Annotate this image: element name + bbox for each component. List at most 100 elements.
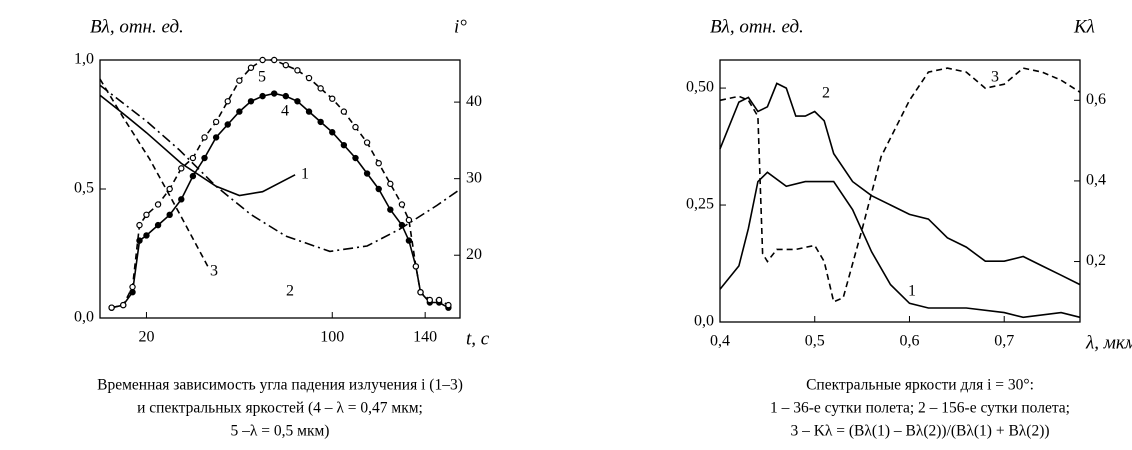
caption-line: Спектральные яркости для i = 30°: (806, 377, 1034, 394)
series-marker (340, 108, 348, 115)
series-marker (398, 201, 406, 208)
series-marker (201, 134, 208, 141)
y-tick-label: 0,5 (74, 180, 94, 197)
series-marker (426, 296, 434, 304)
x-tick-label: 0,5 (805, 333, 825, 350)
series-marker (412, 263, 420, 270)
y2-axis-label: i° (454, 16, 467, 37)
series-marker (435, 296, 443, 304)
series-marker (247, 64, 255, 71)
series-marker (405, 237, 413, 244)
series-marker (224, 121, 231, 128)
series-line (99, 94, 296, 197)
series-marker (212, 118, 220, 126)
x-tick-label: 0,7 (994, 333, 1014, 350)
series-marker (136, 221, 143, 229)
series-marker (329, 129, 336, 136)
y-tick-label: 1,0 (74, 51, 94, 68)
y2-tick-label: 30 (466, 169, 482, 186)
series-line (719, 171, 1081, 319)
x-tick-label: 20 (138, 329, 154, 346)
caption-line: и спектральных яркостей (4 – λ = 0,47 мк… (137, 400, 423, 417)
series-label: 1 (908, 283, 916, 300)
series-marker (143, 211, 150, 218)
y2-tick-label: 40 (466, 93, 482, 110)
series-line (719, 82, 1081, 286)
series-marker (417, 289, 424, 296)
y2-tick-label: 20 (466, 246, 482, 263)
series-marker (398, 221, 406, 229)
series-marker (329, 95, 336, 102)
y-axis-label: Bλ, отн. ед. (710, 16, 804, 37)
series-marker (387, 180, 394, 188)
series-marker (387, 206, 394, 213)
series-marker (405, 216, 413, 224)
series-marker (375, 185, 382, 193)
caption-line: 3 – Kλ = (Bλ(1) – Bλ(2))/(Bλ(1) + Bλ(2)) (790, 423, 1049, 440)
caption-line: 5 –λ = 0,5 мкм) (231, 423, 330, 440)
series-marker (363, 170, 371, 177)
y-tick-label: 0,25 (686, 196, 714, 213)
series-marker (236, 108, 243, 115)
series-marker (317, 118, 324, 126)
series-marker (282, 92, 290, 100)
series-marker (317, 85, 324, 92)
series-marker (178, 165, 185, 172)
x-axis-label: t, c (466, 328, 490, 349)
x-tick-label: 100 (320, 329, 344, 346)
series-marker (189, 172, 197, 180)
series-marker (224, 98, 231, 105)
series-marker (201, 154, 208, 162)
series-marker (282, 61, 290, 69)
series-line (111, 92, 449, 309)
series-marker (129, 289, 136, 296)
x-tick-label: 0,6 (899, 333, 919, 350)
x-axis-label: λ, мкм (1085, 332, 1132, 353)
caption-line: 1 – 36-е сутки полета; 2 – 156-е сутки п… (770, 400, 1070, 417)
series-marker (212, 134, 220, 141)
series-marker (270, 90, 278, 97)
series-marker (445, 301, 452, 309)
series-marker (166, 185, 173, 193)
plot-frame (719, 59, 1081, 323)
series-marker (178, 196, 185, 203)
x-tick-label: 0,4 (710, 333, 730, 350)
series-marker (352, 123, 359, 131)
y2-axis-label: Kλ (1073, 16, 1095, 37)
series-marker (294, 67, 301, 74)
series-line (719, 67, 1081, 303)
series-marker (375, 159, 382, 167)
plot-frame (99, 59, 461, 319)
series-line (111, 59, 449, 309)
series-marker (340, 141, 348, 149)
series-label: 1 (301, 166, 309, 183)
series-label: 2 (286, 283, 294, 300)
series-line (99, 84, 461, 253)
series-marker (166, 211, 173, 218)
series-label: 5 (258, 69, 266, 86)
series-label: 3 (991, 69, 999, 86)
y2-tick-label: 0,2 (1086, 252, 1106, 269)
series-marker (259, 92, 266, 100)
series-marker (259, 56, 266, 64)
series-marker (305, 74, 313, 82)
y-tick-label: 0,50 (686, 79, 714, 96)
series-marker (143, 232, 150, 239)
series-marker (108, 304, 115, 311)
series-marker (294, 98, 301, 105)
series-label: 2 (822, 85, 830, 102)
caption-line: Временная зависимость угла падения излуч… (97, 377, 463, 394)
series-label: 3 (210, 263, 218, 280)
y-axis-label: Bλ, отн. ед. (90, 16, 184, 37)
series-marker (363, 139, 371, 146)
series-marker (189, 154, 197, 162)
y-tick-label: 0,0 (694, 313, 714, 330)
series-marker (129, 283, 136, 291)
x-tick-label: 140 (413, 329, 437, 346)
series-marker (154, 221, 162, 229)
series-marker (236, 77, 243, 84)
series-marker (352, 154, 359, 162)
y-tick-label: 0,0 (74, 309, 94, 326)
series-marker (305, 108, 313, 115)
